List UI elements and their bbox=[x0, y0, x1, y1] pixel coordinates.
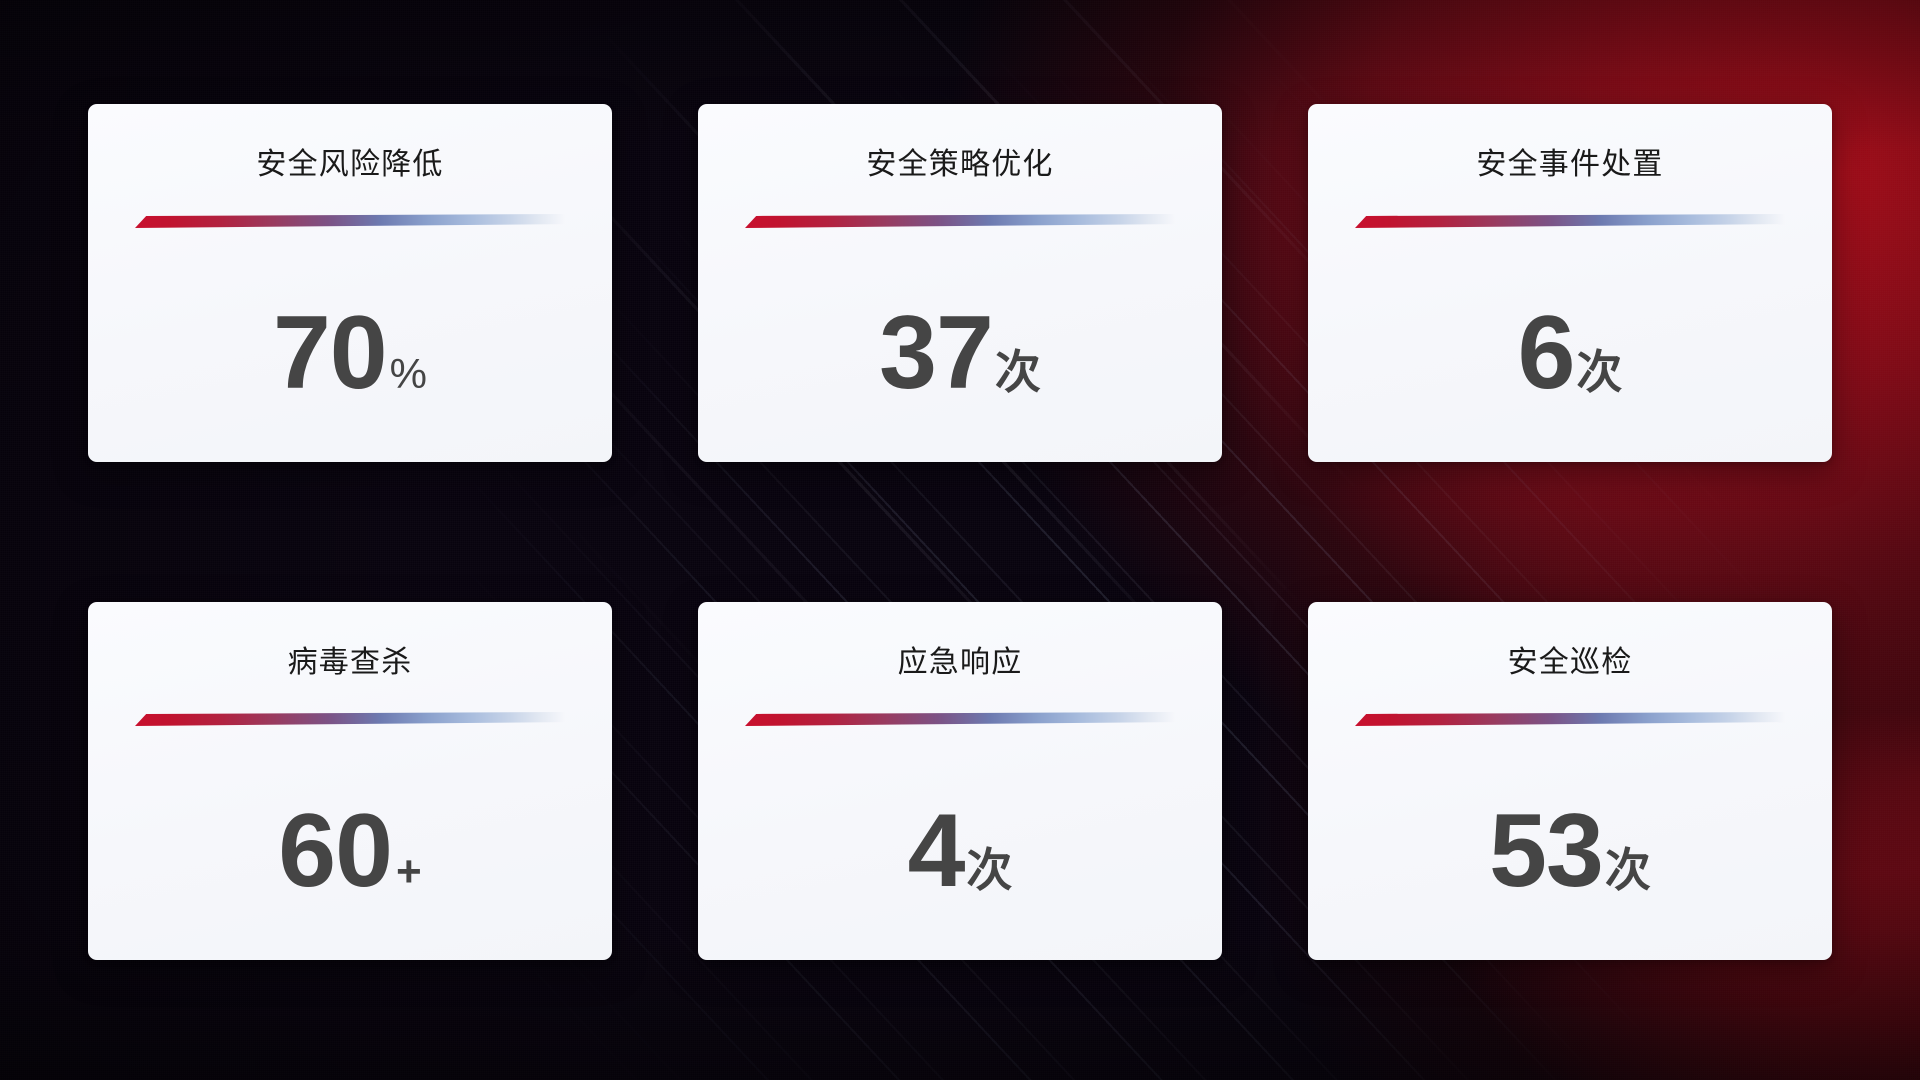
metric-card[interactable]: 安全风险降低 70 % bbox=[88, 104, 612, 462]
metric-card-value-row: 6 次 bbox=[1517, 295, 1623, 412]
metric-card-title: 安全策略优化 bbox=[866, 148, 1054, 181]
metric-card[interactable]: 应急响应 4 次 bbox=[698, 602, 1222, 960]
metric-card-title: 安全事件处置 bbox=[1476, 148, 1664, 181]
metric-card-unit: + bbox=[395, 847, 422, 897]
metric-card[interactable]: 病毒查杀 60 + bbox=[88, 602, 612, 960]
metric-card[interactable]: 安全策略优化 37 次 bbox=[698, 104, 1222, 462]
metric-card-value: 4 bbox=[907, 793, 966, 910]
metric-card[interactable]: 安全事件处置 6 次 bbox=[1308, 104, 1832, 462]
metric-card-divider bbox=[745, 712, 1175, 726]
metric-card-value-row: 70 % bbox=[272, 295, 428, 412]
metric-card-value: 70 bbox=[272, 295, 388, 412]
metric-card-unit: % bbox=[389, 350, 428, 398]
metric-card-value-row: 37 次 bbox=[879, 295, 1041, 412]
metric-card-value-row: 53 次 bbox=[1489, 793, 1651, 910]
metric-card-unit: 次 bbox=[966, 844, 1013, 897]
metric-card-title: 安全风险降低 bbox=[256, 148, 444, 181]
metric-card-divider bbox=[135, 214, 565, 228]
metric-card-divider bbox=[745, 214, 1175, 228]
metric-card[interactable]: 安全巡检 53 次 bbox=[1308, 602, 1832, 960]
metric-card-title: 安全巡检 bbox=[1507, 646, 1633, 679]
metric-card-unit: 次 bbox=[994, 346, 1041, 399]
metric-card-value: 53 bbox=[1489, 793, 1604, 910]
metric-card-value-row: 60 + bbox=[278, 793, 422, 910]
metric-card-value: 37 bbox=[879, 295, 994, 412]
metrics-card-grid: 安全风险降低 70 % 安全策略优化 37 次 安全事件处置 6 次 病毒查杀 … bbox=[88, 104, 1832, 970]
metric-card-value-row: 4 次 bbox=[907, 793, 1013, 910]
metric-card-value: 60 bbox=[278, 793, 393, 910]
metric-card-divider bbox=[1355, 214, 1785, 228]
metric-card-value: 6 bbox=[1517, 295, 1576, 412]
metric-card-divider bbox=[135, 712, 565, 726]
metric-card-title: 病毒查杀 bbox=[287, 646, 413, 679]
metric-card-unit: 次 bbox=[1576, 346, 1623, 399]
metric-card-divider bbox=[1355, 712, 1785, 726]
metric-card-unit: 次 bbox=[1604, 844, 1651, 897]
metric-card-title: 应急响应 bbox=[897, 646, 1023, 679]
